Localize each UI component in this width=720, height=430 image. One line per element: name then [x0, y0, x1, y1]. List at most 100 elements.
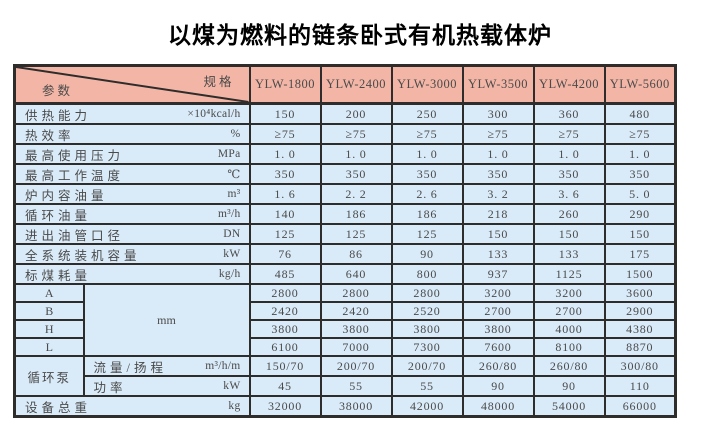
spec-value-cell: 45	[248, 375, 322, 397]
param-unit: m³	[227, 188, 241, 200]
param-header-cell: 循环油量 m³/h	[13, 203, 251, 225]
spec-value-cell: 186	[319, 203, 393, 225]
param-header-cell: 设备总重 kg	[13, 395, 251, 418]
spec-value-cell: 150	[603, 223, 677, 245]
spec-value-cell: 3800	[461, 319, 535, 339]
spec-value-cell: 90	[461, 375, 535, 397]
param-unit: MPa	[217, 148, 241, 160]
model-header-ylw-4200: YLW-4200	[532, 64, 606, 105]
spec-value-cell: 48000	[461, 395, 535, 418]
param-unit: kg	[228, 400, 241, 412]
spec-value-cell: 2800	[319, 283, 393, 303]
model-header-ylw-3500: YLW-3500	[461, 64, 535, 105]
param-label: 最高使用压力	[25, 148, 125, 163]
spec-value-cell: ≥75	[532, 123, 606, 145]
model-header-ylw-1800: YLW-1800	[248, 64, 322, 105]
param-header-cell: 炉内容油量 m³	[13, 183, 251, 205]
spec-value-cell: 8870	[603, 337, 677, 357]
spec-value-cell: 200/70	[319, 355, 393, 377]
param-row: 全系统装机容量 kW 76 86 90 133 133 175	[13, 243, 677, 265]
param-unit: ×10⁴kcal/h	[187, 108, 241, 120]
param-row: 功率 kW 45 55 55 90 90 110	[15, 375, 677, 397]
spec-value-cell: 4380	[603, 319, 677, 339]
param-label: 流量/扬程	[93, 360, 167, 375]
spec-value-cell: 350	[390, 163, 464, 185]
spec-value-cell: 200	[319, 102, 393, 125]
diagonal-divider-line	[16, 67, 249, 102]
param-header: 流量/扬程 m³/h/m	[86, 358, 248, 375]
spec-value-cell: 38000	[319, 395, 393, 418]
spec-value-cell: 2800	[390, 283, 464, 303]
spec-value-cell: 125	[248, 223, 322, 245]
dimension-letter: A	[13, 283, 85, 303]
param-unit: m³/h	[217, 208, 241, 220]
dimension-unit-merged: mm	[82, 283, 251, 357]
param-row: H 3800 3800 3800 3800 4000 4380	[13, 319, 677, 339]
param-row: B 2420 2420 2520 2700 2700 2900	[13, 301, 677, 321]
spec-value-cell: ≥75	[603, 123, 677, 145]
spec-value-cell: 32000	[248, 395, 322, 418]
spec-value-cell: 54000	[532, 395, 606, 418]
model-header-ylw-2400: YLW-2400	[319, 64, 393, 105]
spec-value-cell: 260	[532, 203, 606, 225]
spec-value-cell: 485	[248, 263, 322, 285]
spec-value-cell: 150	[248, 102, 322, 125]
param-header-cell: 进出油管口径 DN	[13, 223, 251, 245]
param-row: 炉内容油量 m³ 1. 6 2. 2 2. 6 3. 2 3. 6 5. 0	[13, 183, 677, 205]
spec-value-cell: 42000	[390, 395, 464, 418]
spec-value-cell: 90	[532, 375, 606, 397]
param-unit: DN	[223, 228, 241, 240]
param-header-cell: 标煤耗量 kg/h	[13, 263, 251, 285]
param-header: 进出油管口径 DN	[17, 226, 248, 242]
spec-value-cell: 55	[390, 375, 464, 397]
spec-value-cell: 1. 0	[390, 143, 464, 165]
spec-value-cell: 86	[319, 243, 393, 265]
spec-value-cell: 150/70	[248, 355, 322, 377]
param-label: 标煤耗量	[25, 268, 92, 283]
spec-value-cell: 3600	[603, 283, 677, 303]
spec-value-cell: 7000	[319, 337, 393, 357]
param-row: L 6100 7000 7300 7600 8100 8870	[13, 337, 677, 357]
spec-value-cell: 90	[390, 243, 464, 265]
spec-value-cell: 260/80	[532, 355, 606, 377]
spec-value-cell: 2520	[390, 301, 464, 321]
corner-header-cell: 规格 参数	[13, 64, 251, 105]
param-unit: kW	[223, 248, 241, 260]
spec-value-cell: 55	[319, 375, 393, 397]
spec-value-cell: 3200	[532, 283, 606, 303]
dimension-letter: L	[13, 337, 85, 357]
spec-value-cell: 140	[248, 203, 322, 225]
spec-value-cell: 4000	[532, 319, 606, 339]
param-header-cell: 供热能力 ×10⁴kcal/h	[13, 102, 251, 125]
param-label: 炉内容油量	[25, 188, 108, 203]
spec-value-cell: 3800	[248, 319, 322, 339]
param-row: 进出油管口径 DN 125 125 125 150 150 150	[13, 223, 677, 245]
param-row: 供热能力 ×10⁴kcal/h 150 200 250 300 360 480	[13, 102, 677, 125]
param-row: 最高使用压力 MPa 1. 0 1. 0 1. 0 1. 0 1. 0 1. 0	[13, 143, 677, 165]
spec-value-cell: 7600	[461, 337, 535, 357]
spec-value-cell: 360	[532, 102, 606, 125]
spec-value-cell: 6100	[248, 337, 322, 357]
spec-value-cell: 76	[248, 243, 322, 265]
spec-value-cell: ≥75	[390, 123, 464, 145]
spec-value-cell: 1125	[532, 263, 606, 285]
spec-value-cell: 350	[319, 163, 393, 185]
spec-value-cell: 2. 2	[319, 183, 393, 205]
param-unit: kW	[223, 380, 241, 392]
spec-value-cell: 480	[603, 102, 677, 125]
spec-value-cell: 125	[319, 223, 393, 245]
model-header-ylw-3000: YLW-3000	[390, 64, 464, 105]
param-label: 功率	[93, 380, 127, 395]
param-header-cell: 流量/扬程 m³/h/m	[82, 355, 251, 377]
param-header: 供热能力 ×10⁴kcal/h	[17, 105, 248, 122]
page-title: 以煤为燃料的链条卧式有机热载体炉	[168, 23, 552, 48]
spec-value-cell: 640	[319, 263, 393, 285]
spec-value-cell: 2. 6	[390, 183, 464, 205]
spec-value-cell: ≥75	[319, 123, 393, 145]
spec-value-cell: 300	[461, 102, 535, 125]
spec-value-cell: 1. 0	[248, 143, 322, 165]
spec-value-cell: 150	[461, 223, 535, 245]
model-header-ylw-5600: YLW-5600	[603, 64, 677, 105]
param-unit: m³/h/m	[205, 360, 241, 372]
